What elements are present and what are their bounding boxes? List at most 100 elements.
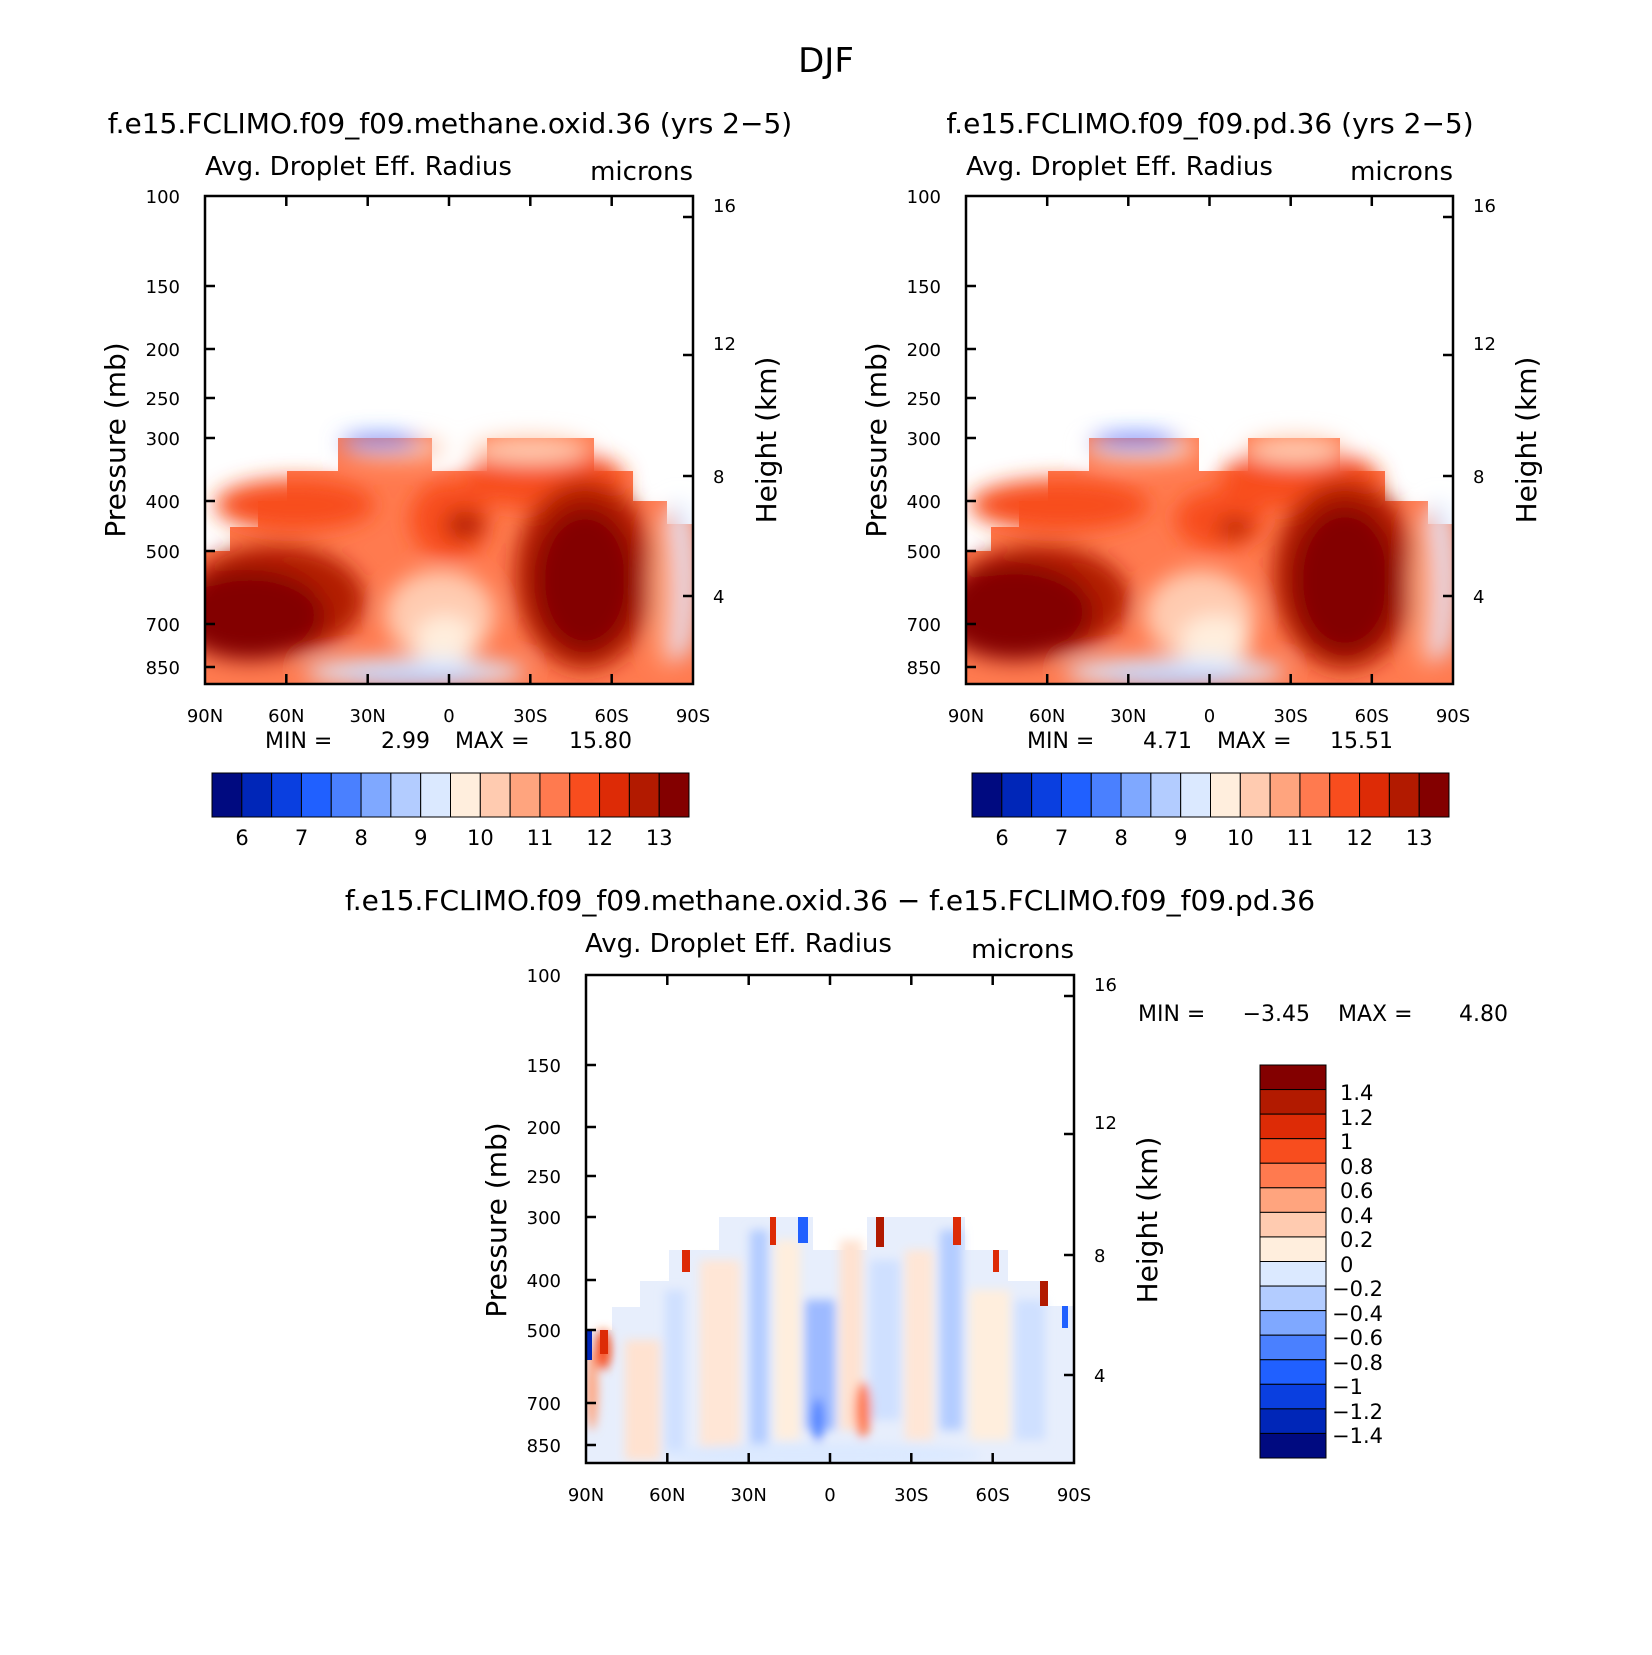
x-tick-0: 0	[443, 706, 454, 727]
max-label: MAX =	[455, 729, 530, 754]
colorbar-label: 7	[295, 826, 308, 850]
panel-pd: f.e15.FCLIMO.f09_f09.pd.36 (yrs 2−5) Avg…	[860, 107, 1543, 850]
min-label: MIN =	[1138, 1002, 1205, 1027]
x-tick-30s: 30S	[513, 706, 547, 727]
colorbar-swatch	[1180, 772, 1211, 818]
colorbar-label: 1	[1340, 1130, 1353, 1154]
y2-axis-label: Height (km)	[1131, 1137, 1164, 1304]
colorbar-swatch	[658, 772, 690, 818]
colorbar-swatch	[1259, 1211, 1327, 1238]
max-value: 15.51	[1330, 729, 1393, 754]
colorbar-swatch	[1090, 772, 1122, 818]
colorbar-swatch	[539, 772, 571, 818]
min-label: MIN =	[1027, 729, 1094, 754]
colorbar-swatch	[360, 772, 392, 818]
colorbar-label: 12	[586, 826, 613, 850]
colorbar-label: 1.2	[1340, 1106, 1373, 1130]
max-label: MAX =	[1217, 729, 1292, 754]
colorbar-label: 8	[355, 826, 368, 850]
min-value: −3.45	[1243, 1002, 1310, 1027]
y-tick-300: 300	[146, 429, 180, 450]
colorbar-label: 6	[235, 826, 248, 850]
max-label: MAX =	[1338, 1002, 1413, 1027]
colorbar-swatch	[1259, 1064, 1327, 1091]
y-tick-200: 200	[146, 340, 180, 361]
colorbar-swatch	[1299, 772, 1331, 818]
colorbar-swatch	[211, 772, 243, 818]
colorbar-swatch	[1259, 1432, 1327, 1459]
y-tick-250: 250	[907, 389, 941, 410]
y-tick-300: 300	[907, 429, 941, 450]
colorbar-swatch	[330, 772, 362, 818]
x-tick-60n: 60N	[1029, 706, 1065, 727]
colorbar-swatch	[1120, 772, 1152, 818]
y2-tick-16: 16	[1094, 975, 1117, 996]
colorbar-label: 0.4	[1340, 1204, 1373, 1228]
y2-tick-12: 12	[713, 334, 736, 355]
colorbar-swatch	[1031, 772, 1062, 818]
contour-field	[205, 435, 693, 684]
y-axis-label: Pressure (mb)	[860, 342, 893, 537]
colorbar-label: 11	[527, 826, 554, 850]
colorbar-swatch	[271, 772, 302, 818]
colorbar-label: −1	[1332, 1375, 1363, 1399]
colorbar-swatch	[1060, 772, 1092, 818]
field-label: Avg. Droplet Eff. Radius	[966, 152, 1273, 182]
colorbar-swatch	[1259, 1162, 1327, 1189]
y-tick-700: 700	[907, 615, 941, 636]
colorbar-swatch	[1329, 772, 1361, 818]
min-value: 2.99	[381, 729, 430, 754]
panel-title: f.e15.FCLIMO.f09_f09.pd.36 (yrs 2−5)	[946, 107, 1473, 140]
y-tick-850: 850	[527, 1436, 561, 1457]
panel-methane-oxid: f.e15.FCLIMO.f09_f09.methane.oxid.36 (yr…	[99, 107, 792, 850]
y-tick-500: 500	[907, 542, 941, 563]
colorbar-swatch	[1259, 1089, 1327, 1115]
y2-tick-16: 16	[1473, 196, 1496, 217]
y-tick-100: 100	[907, 187, 941, 208]
y-tick-850: 850	[146, 658, 180, 679]
y2-tick-8: 8	[1094, 1246, 1105, 1267]
colorbar-swatch	[1150, 772, 1182, 818]
y-tick-200: 200	[527, 1118, 561, 1139]
panel-title: f.e15.FCLIMO.f09_f09.methane.oxid.36 (yr…	[108, 107, 792, 140]
y-tick-250: 250	[527, 1167, 561, 1188]
axis-ticks	[586, 975, 1074, 1463]
units-label: microns	[590, 157, 693, 187]
colorbar-label: 9	[414, 826, 427, 850]
colorbar-label: 12	[1346, 826, 1373, 850]
contour-field	[966, 435, 1453, 684]
y2-tick-4: 4	[713, 587, 724, 608]
colorbar-swatch	[390, 772, 422, 818]
colorbar-swatch	[479, 772, 511, 818]
y-tick-150: 150	[527, 1056, 561, 1077]
y-tick-400: 400	[146, 492, 180, 513]
colorbar	[1259, 1064, 1327, 1459]
y2-axis-label: Height (km)	[750, 357, 783, 524]
colorbar-label: 8	[1115, 826, 1128, 850]
y-tick-700: 700	[527, 1394, 561, 1415]
contour-field	[586, 1217, 1074, 1463]
x-tick-0: 0	[824, 1485, 835, 1506]
y2-tick-8: 8	[1473, 467, 1484, 488]
colorbar-swatch	[1259, 1285, 1327, 1312]
y-tick-400: 400	[907, 492, 941, 513]
max-value: 15.80	[569, 729, 632, 754]
field-blobs	[586, 1230, 1045, 1463]
y-tick-150: 150	[146, 277, 180, 298]
colorbar-swatch	[1259, 1113, 1327, 1140]
colorbar-swatch	[1259, 1138, 1327, 1164]
colorbar-label: 0	[1340, 1253, 1353, 1277]
colorbar-label: −0.8	[1332, 1351, 1383, 1375]
y2-tick-8: 8	[713, 467, 724, 488]
x-tick-30n: 30N	[731, 1485, 767, 1506]
colorbar-label: 0.8	[1340, 1155, 1373, 1179]
colorbar-label: 7	[1055, 826, 1068, 850]
min-label: MIN =	[265, 729, 332, 754]
panel-title: f.e15.FCLIMO.f09_f09.methane.oxid.36 − f…	[345, 884, 1315, 917]
figure-title: DJF	[798, 41, 854, 81]
x-tick-30s: 30S	[1274, 706, 1308, 727]
colorbar-label: 1.4	[1340, 1081, 1373, 1105]
colorbar-label: 10	[467, 826, 494, 850]
y2-tick-4: 4	[1094, 1366, 1105, 1387]
